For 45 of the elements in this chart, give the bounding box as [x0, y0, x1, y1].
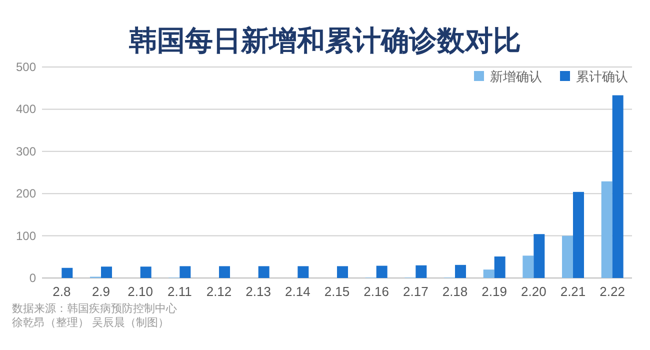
bar	[62, 268, 73, 278]
bar	[601, 181, 612, 278]
bar	[180, 266, 191, 278]
x-tick-label: 2.19	[482, 284, 507, 299]
bar	[573, 192, 584, 278]
x-tick-label: 2.12	[206, 284, 232, 299]
bar	[219, 266, 230, 278]
y-tick-label: 200	[16, 186, 36, 201]
x-tick-label: 2.11	[167, 284, 192, 299]
x-tick-label: 2.18	[442, 284, 468, 299]
x-tick-label: 2.14	[285, 284, 310, 299]
x-tick-label: 2.10	[128, 284, 153, 299]
legend-label: 累计确认	[576, 69, 628, 84]
bar	[258, 266, 270, 278]
x-tick-label: 2.8	[52, 284, 71, 299]
x-tick-label: 2.9	[92, 284, 110, 299]
bar	[522, 256, 534, 278]
y-tick-label: 500	[16, 60, 36, 74]
x-tick-label: 2.16	[364, 284, 389, 299]
x-tick-label: 2.15	[324, 284, 350, 299]
x-tick-label: 2.20	[521, 284, 546, 299]
bar	[534, 234, 545, 278]
bar	[337, 266, 348, 278]
y-tick-label: 300	[16, 144, 36, 158]
bar	[612, 95, 624, 278]
y-tick-label: 0	[29, 271, 36, 285]
x-tick-label: 2.22	[600, 284, 625, 299]
source-note: 数据来源：韩国疾病预防控制中心	[12, 302, 177, 315]
bar	[101, 266, 112, 278]
bar	[455, 264, 466, 278]
y-tick-label: 100	[16, 228, 36, 243]
x-tick-label: 2.13	[246, 284, 271, 299]
bar	[416, 265, 427, 278]
bar	[562, 236, 573, 278]
bar	[494, 256, 506, 278]
bar	[298, 266, 309, 278]
bar	[376, 266, 388, 278]
y-tick-label: 400	[16, 102, 36, 116]
bar	[140, 266, 152, 278]
chart-title: 韩国每日新增和累计确诊数对比	[128, 25, 521, 56]
legend-label: 新增确认	[490, 69, 542, 84]
x-tick-label: 2.17	[403, 284, 428, 299]
x-tick-label: 2.21	[560, 284, 586, 299]
text: 徐乾昂（整理） 吴辰晨（制图）	[12, 316, 170, 329]
bar	[483, 270, 494, 278]
